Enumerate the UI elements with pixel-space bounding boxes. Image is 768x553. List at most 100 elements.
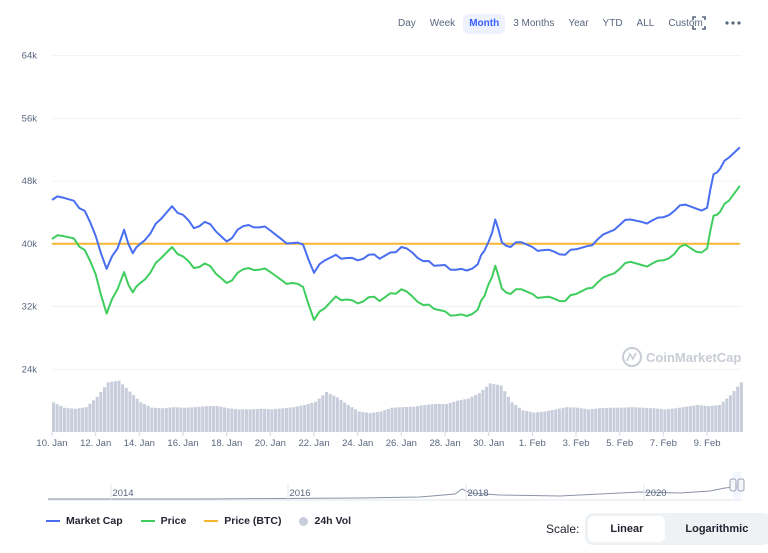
range-month-button[interactable]: Month — [463, 14, 506, 34]
volume-bar — [739, 382, 743, 432]
legend-line-swatch — [46, 520, 60, 522]
market-cap-line[interactable] — [51, 146, 741, 274]
volume-bar — [543, 411, 547, 432]
volume-bar — [328, 393, 332, 432]
volume-bar — [506, 396, 510, 432]
volume-bar — [212, 406, 216, 432]
volume-bar — [521, 410, 525, 432]
volume-bar — [466, 398, 470, 432]
volume-bar — [281, 408, 285, 432]
volume-bar — [219, 406, 223, 432]
volume-bar — [343, 402, 347, 432]
volume-bar — [536, 412, 540, 432]
price-line[interactable] — [51, 185, 741, 321]
volume-bar — [488, 383, 492, 432]
range-year-button[interactable]: Year — [568, 18, 589, 29]
volume-bar — [95, 396, 99, 432]
volume-bar — [52, 402, 56, 432]
volume-bar — [594, 408, 598, 432]
more-options-icon[interactable] — [724, 16, 742, 30]
x-tick-label: 10. Jan — [36, 438, 67, 449]
x-tick-label: 14. Jan — [124, 438, 155, 449]
volume-bar — [612, 407, 616, 432]
navigator-tick-label: 2016 — [289, 488, 310, 499]
volume-bar — [525, 411, 529, 432]
volume-bar — [532, 412, 536, 432]
volume-bar — [299, 405, 303, 432]
range-ytd-button[interactable]: YTD — [602, 18, 623, 29]
watermark: CoinMarketCap — [622, 347, 741, 367]
x-tick-label: 7. Feb — [650, 438, 677, 449]
range-3-months-button[interactable]: 3 Months — [513, 18, 555, 29]
volume-bar — [284, 407, 288, 432]
range-custom-button[interactable]: Custom — [668, 18, 703, 29]
legend-item-24h-vol[interactable]: 24h Vol — [299, 515, 351, 527]
legend-item-market-cap[interactable]: Market Cap — [46, 515, 123, 527]
volume-bar — [354, 409, 358, 432]
volume-bar — [339, 399, 343, 432]
volume-bar — [84, 407, 88, 432]
volume-bar — [430, 404, 434, 432]
volume-bar — [237, 409, 241, 432]
volume-bar — [117, 380, 121, 432]
volume-bar — [277, 408, 281, 432]
volume-bar — [135, 398, 139, 432]
price-chart[interactable]: 64k 56k 48k 40k 32k 24k CoinMarketCap 10. Jan… — [0, 0, 768, 510]
legend-item-price[interactable]: Price — [140, 515, 186, 527]
volume-bar — [503, 391, 507, 432]
volume-bar — [630, 407, 634, 432]
legend-label: Price (BTC) — [224, 515, 282, 527]
volume-bar — [121, 384, 125, 432]
volume-bar — [721, 401, 725, 432]
volume-bar — [728, 395, 732, 432]
navigator[interactable]: 2014 2016 2018 2020 — [48, 472, 745, 501]
navigator-handle-left[interactable] — [729, 478, 737, 492]
legend-item-price-btc[interactable]: Price (BTC) — [204, 515, 281, 527]
volume-bar — [441, 403, 445, 432]
legend-label: 24h Vol — [314, 515, 352, 527]
volume-bar — [146, 405, 150, 432]
volume-bar — [197, 406, 201, 432]
fullscreen-icon[interactable] — [692, 16, 706, 30]
volume-bar — [66, 408, 70, 432]
volume-bar — [605, 407, 609, 432]
volume-bars — [52, 380, 743, 432]
volume-bar — [492, 384, 496, 432]
volume-bar — [550, 410, 554, 432]
volume-bar — [539, 411, 543, 432]
volume-bar — [452, 401, 456, 432]
volume-bar — [703, 405, 707, 432]
volume-bar — [685, 406, 689, 432]
volume-bar — [317, 398, 321, 432]
volume-bar — [510, 402, 514, 432]
x-tick-label: 9. Feb — [694, 438, 721, 449]
volume-bar — [634, 407, 638, 432]
volume-bar — [696, 405, 700, 432]
navigator-tick-label: 2020 — [645, 488, 666, 499]
volume-bar — [710, 405, 714, 432]
range-day-button[interactable]: Day — [398, 18, 416, 29]
scale-linear-button[interactable]: Linear — [588, 516, 666, 542]
volume-bar — [113, 381, 117, 432]
x-tick-label: 22. Jan — [298, 438, 329, 449]
volume-bar — [81, 407, 85, 432]
range-all-button[interactable]: ALL — [636, 18, 655, 29]
scale-logarithmic-button[interactable]: Logarithmic — [685, 523, 749, 535]
range-week-button[interactable]: Week — [429, 18, 456, 29]
volume-bar — [554, 409, 558, 432]
y-tick-label: 40k — [22, 239, 38, 250]
volume-bar — [434, 403, 438, 432]
navigator-handle-right[interactable] — [737, 478, 745, 492]
volume-bar — [62, 407, 66, 432]
x-tick-label: 26. Jan — [386, 438, 417, 449]
volume-bar — [230, 408, 234, 432]
volume-bar — [699, 405, 703, 432]
grid-lines — [52, 55, 742, 370]
navigator-selection[interactable] — [733, 472, 741, 500]
volume-bar — [179, 407, 183, 432]
volume-bar — [168, 407, 172, 432]
volume-bar — [681, 407, 685, 432]
volume-bar — [379, 411, 383, 432]
volume-bar — [656, 408, 660, 432]
x-tick-label: 28. Jan — [429, 438, 460, 449]
